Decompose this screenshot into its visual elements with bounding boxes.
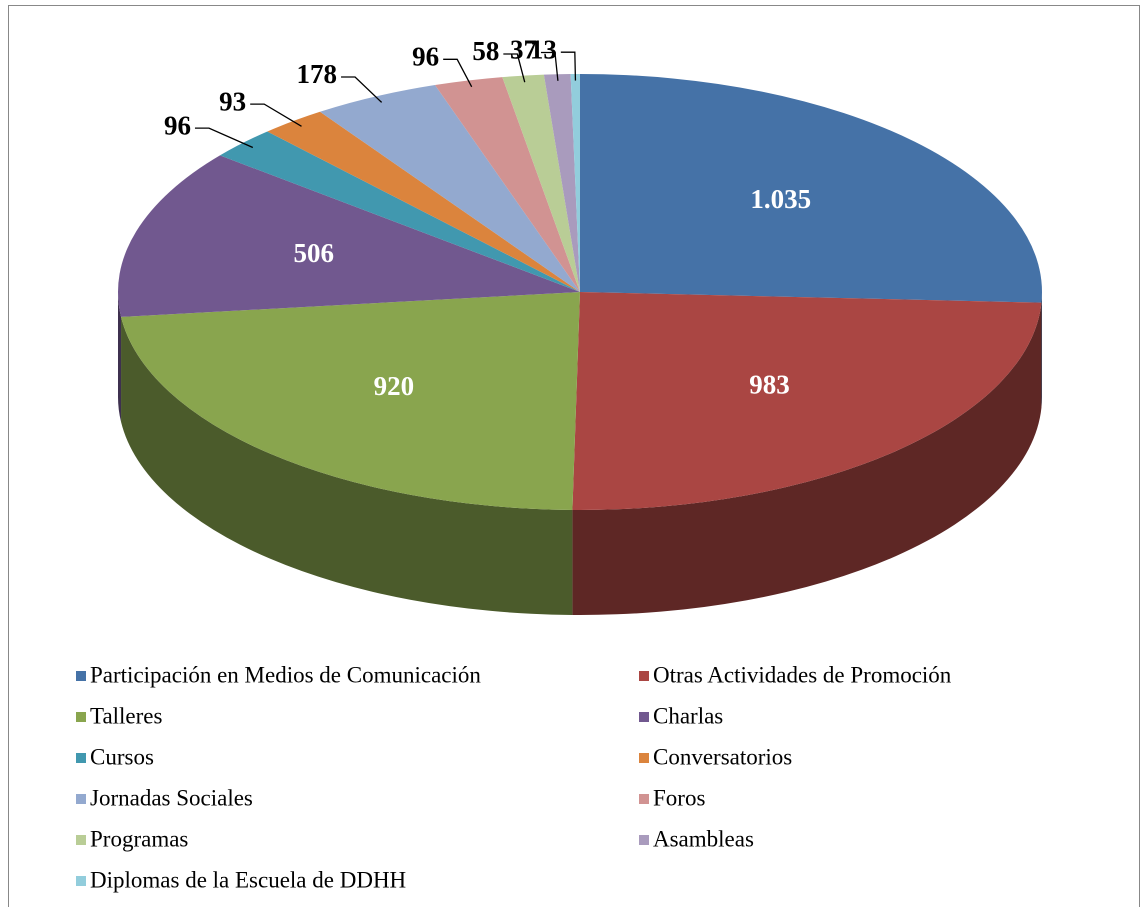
leader-line (503, 53, 526, 83)
legend-label: Diplomas de la Escuela de DDHH (90, 867, 406, 892)
value-label: 1.035 (750, 184, 811, 214)
leader-line (560, 51, 577, 81)
leader-line (194, 127, 254, 149)
slice-side (572, 302, 1042, 615)
slice-side (121, 316, 573, 615)
slice-side (118, 292, 122, 422)
leader-line (540, 51, 559, 81)
legend-swatch (76, 835, 86, 845)
slice (319, 85, 580, 292)
slice (219, 131, 580, 292)
legend-swatch (639, 794, 649, 804)
legend-label: Asambleas (653, 826, 754, 851)
value-label: 178 (297, 59, 338, 89)
legend-label: Conversatorios (653, 744, 792, 769)
legend-label: Cursos (90, 744, 154, 769)
legend-swatch (76, 712, 86, 722)
value-label: 506 (293, 238, 334, 268)
slice (543, 74, 580, 293)
leader-line (341, 76, 383, 103)
legend-swatch (639, 835, 649, 845)
legend-label: Participación en Medios de Comunicación (90, 662, 481, 687)
value-label: 13 (530, 34, 557, 64)
legend-swatch (639, 671, 649, 681)
value-label: 37 (510, 35, 537, 65)
legend-label: Jornadas Sociales (90, 785, 253, 810)
value-label: 96 (164, 110, 191, 140)
slice (572, 292, 1042, 510)
legend-swatch (639, 712, 649, 722)
legend-label: Charlas (653, 703, 723, 728)
slice (121, 292, 580, 510)
value-label: 983 (749, 370, 790, 400)
slice (580, 74, 1042, 303)
leader-line (250, 103, 302, 127)
leader-line (443, 58, 473, 88)
slice (118, 155, 581, 317)
value-label: 93 (219, 86, 246, 116)
legend-swatch (76, 794, 86, 804)
slice (267, 111, 580, 293)
value-label: 58 (472, 36, 499, 66)
slice (570, 74, 580, 292)
slice (435, 77, 580, 292)
value-label: 96 (412, 42, 439, 72)
legend-label: Talleres (90, 703, 163, 728)
slice-side (1041, 292, 1042, 408)
legend-label: Foros (653, 785, 705, 810)
legend-swatch (76, 671, 86, 681)
legend-swatch (76, 876, 86, 886)
legend-label: Otras Actividades de Promoción (653, 662, 952, 687)
slice (502, 74, 580, 292)
value-label: 920 (374, 371, 415, 401)
legend-label: Programas (90, 826, 188, 851)
legend-swatch (76, 753, 86, 763)
legend-swatch (639, 753, 649, 763)
